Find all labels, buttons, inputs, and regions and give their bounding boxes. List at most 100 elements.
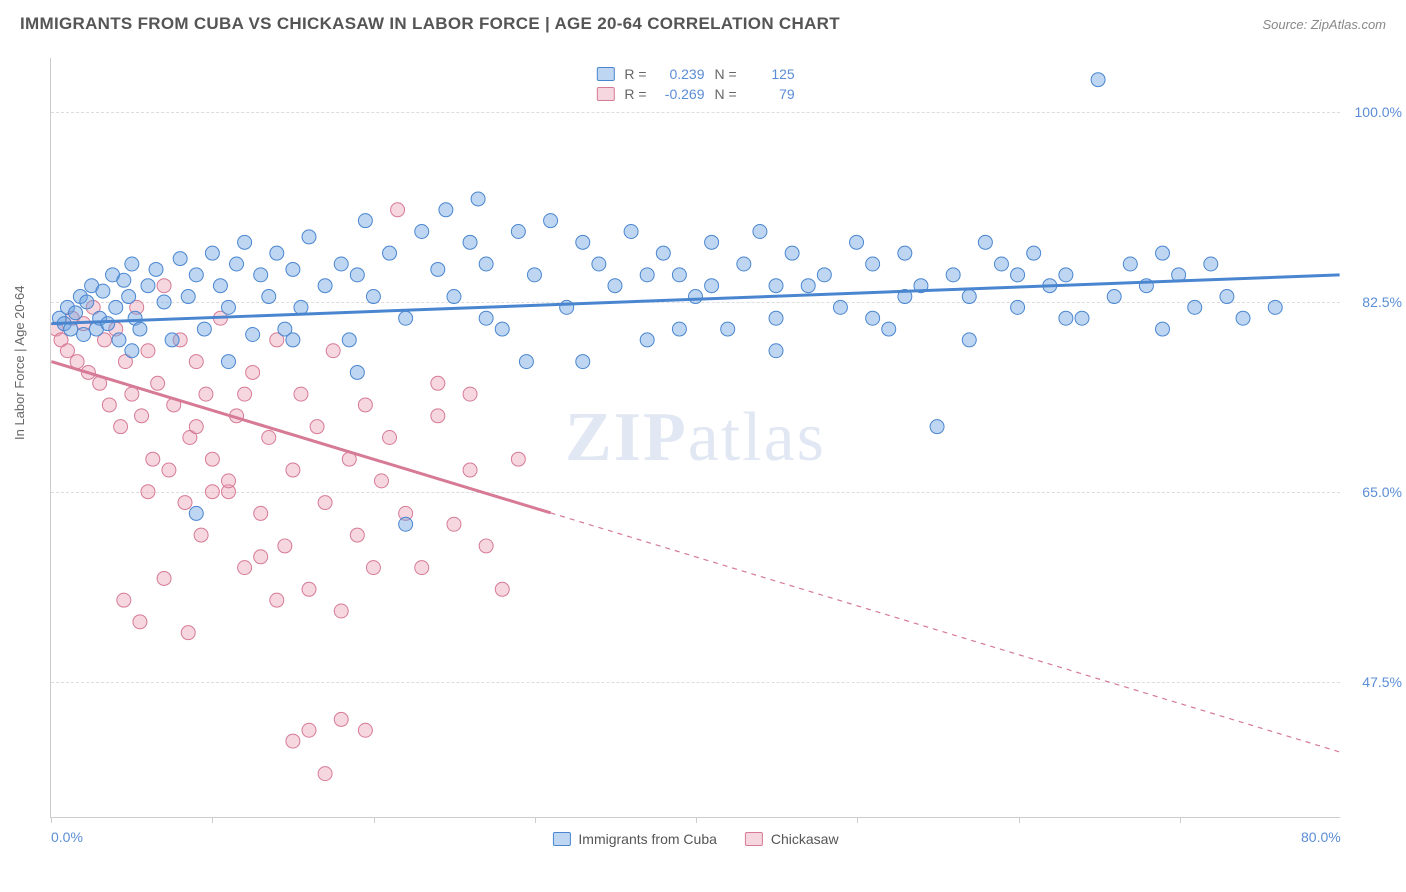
data-point — [350, 268, 364, 282]
data-point — [69, 306, 83, 320]
data-point — [447, 290, 461, 304]
data-point — [77, 328, 91, 342]
data-point — [197, 322, 211, 336]
data-point — [189, 355, 203, 369]
data-point — [302, 723, 316, 737]
data-point — [1236, 311, 1250, 325]
data-point — [769, 311, 783, 325]
data-point — [318, 279, 332, 293]
data-point — [286, 463, 300, 477]
data-point — [882, 322, 896, 336]
data-point — [189, 268, 203, 282]
data-point — [946, 268, 960, 282]
data-point — [112, 333, 126, 347]
n-value-chickasaw: 79 — [747, 86, 795, 102]
data-point — [194, 528, 208, 542]
trend-line — [51, 275, 1339, 324]
data-point — [133, 322, 147, 336]
x-tick-mark — [374, 817, 375, 823]
data-point — [326, 344, 340, 358]
x-tick-label: 80.0% — [1301, 829, 1341, 845]
data-point — [246, 365, 260, 379]
data-point — [383, 431, 397, 445]
data-point — [1268, 300, 1282, 314]
legend-label-cuba: Immigrants from Cuba — [578, 831, 716, 847]
data-point — [495, 322, 509, 336]
data-point — [254, 506, 268, 520]
y-tick-label: 65.0% — [1346, 484, 1402, 500]
data-point — [978, 235, 992, 249]
chart-title: IMMIGRANTS FROM CUBA VS CHICKASAW IN LAB… — [20, 14, 840, 34]
data-point — [165, 333, 179, 347]
data-point — [399, 517, 413, 531]
y-tick-label: 82.5% — [1346, 294, 1402, 310]
data-point — [608, 279, 622, 293]
data-point — [576, 355, 590, 369]
data-point — [1011, 300, 1025, 314]
data-point — [141, 344, 155, 358]
n-label: N = — [715, 86, 737, 102]
data-point — [511, 452, 525, 466]
data-point — [199, 387, 213, 401]
data-point — [286, 262, 300, 276]
data-point — [213, 279, 227, 293]
data-point — [358, 214, 372, 228]
data-point — [221, 300, 235, 314]
data-point — [1204, 257, 1218, 271]
data-point — [270, 593, 284, 607]
x-tick-mark — [1180, 817, 1181, 823]
data-point — [146, 452, 160, 466]
data-point — [1220, 290, 1234, 304]
data-point — [415, 561, 429, 575]
data-point — [286, 333, 300, 347]
data-point — [151, 376, 165, 390]
x-tick-mark — [696, 817, 697, 823]
data-point — [238, 561, 252, 575]
data-point — [769, 344, 783, 358]
data-point — [1059, 311, 1073, 325]
data-point — [133, 615, 147, 629]
data-point — [391, 203, 405, 217]
swatch-cuba-icon — [552, 832, 570, 846]
r-label: R = — [624, 66, 646, 82]
data-point — [1011, 268, 1025, 282]
plot-svg — [51, 58, 1340, 817]
data-point — [866, 311, 880, 325]
data-point — [1188, 300, 1202, 314]
data-point — [383, 246, 397, 260]
data-point — [149, 262, 163, 276]
data-point — [122, 290, 136, 304]
legend-bottom: Immigrants from Cuba Chickasaw — [552, 831, 838, 847]
data-point — [672, 322, 686, 336]
data-point — [705, 279, 719, 293]
data-point — [994, 257, 1008, 271]
data-point — [930, 420, 944, 434]
x-tick-mark — [212, 817, 213, 823]
data-point — [135, 409, 149, 423]
data-point — [334, 604, 348, 618]
data-point — [769, 279, 783, 293]
data-point — [302, 230, 316, 244]
data-point — [141, 485, 155, 499]
data-point — [753, 224, 767, 238]
data-point — [205, 485, 219, 499]
data-point — [689, 290, 703, 304]
data-point — [157, 571, 171, 585]
data-point — [117, 273, 131, 287]
x-tick-mark — [51, 817, 52, 823]
data-point — [358, 398, 372, 412]
data-point — [162, 463, 176, 477]
data-point — [898, 246, 912, 260]
source-label: Source: ZipAtlas.com — [1262, 17, 1386, 32]
x-tick-mark — [857, 817, 858, 823]
data-point — [101, 317, 115, 331]
data-point — [278, 539, 292, 553]
data-point — [471, 192, 485, 206]
legend-item-cuba: Immigrants from Cuba — [552, 831, 716, 847]
x-tick-label: 0.0% — [51, 829, 83, 845]
data-point — [1027, 246, 1041, 260]
data-point — [519, 355, 533, 369]
data-point — [221, 355, 235, 369]
data-point — [117, 593, 131, 607]
trend-line-dashed — [551, 513, 1340, 752]
